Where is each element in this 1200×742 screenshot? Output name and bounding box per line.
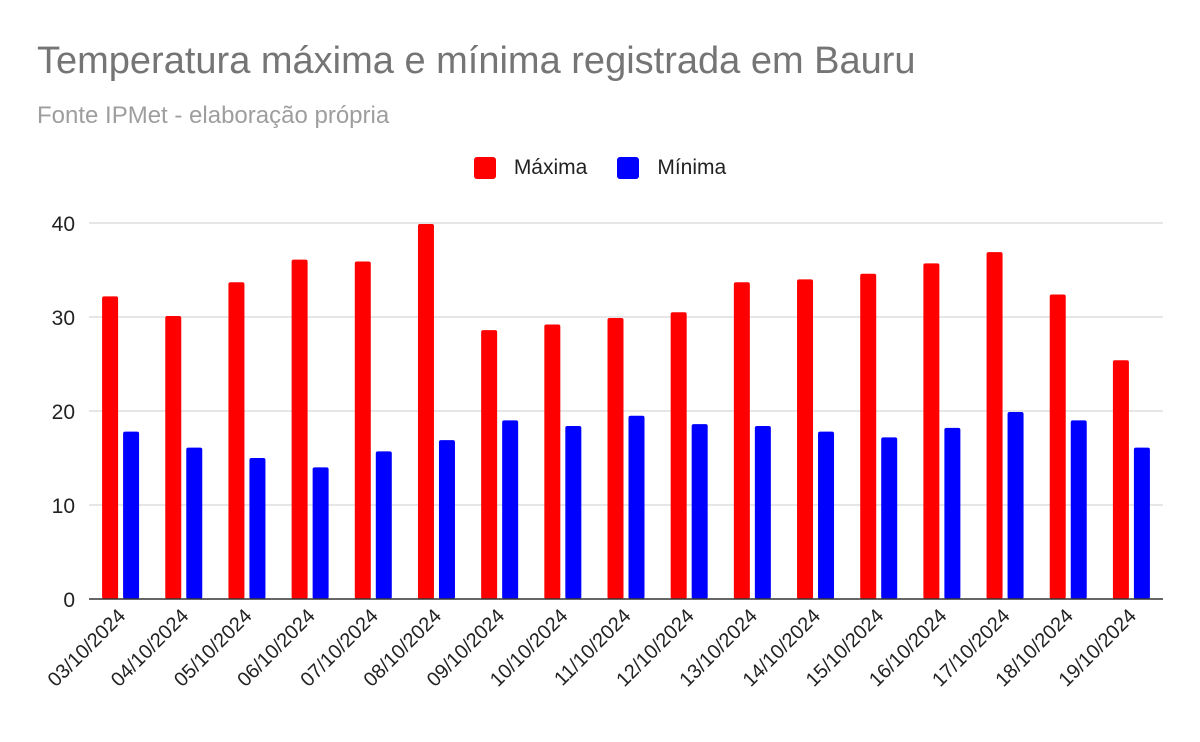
bar-maxima bbox=[607, 317, 624, 599]
bar-maxima bbox=[417, 223, 434, 599]
bar-minima bbox=[944, 427, 961, 599]
legend-label-minima: Mínima bbox=[657, 156, 727, 179]
bar-minima bbox=[502, 420, 519, 599]
bar-maxima bbox=[102, 296, 119, 599]
bar-maxima bbox=[544, 324, 561, 599]
chart-title: Temperatura máxima e mínima registrada e… bbox=[37, 40, 916, 82]
y-tick-label: 0 bbox=[63, 589, 75, 612]
bar-maxima bbox=[923, 263, 940, 599]
bar-minima bbox=[565, 426, 582, 599]
y-tick-label: 40 bbox=[52, 213, 75, 236]
bar-maxima bbox=[860, 273, 877, 599]
bar-maxima bbox=[670, 312, 687, 599]
bar-maxima bbox=[733, 282, 750, 599]
bar-minima bbox=[186, 447, 203, 599]
bar-maxima bbox=[797, 279, 814, 599]
bar-minima bbox=[312, 467, 329, 599]
y-tick-label: 30 bbox=[52, 307, 75, 330]
bar-minima bbox=[375, 451, 392, 599]
bar-maxima bbox=[1049, 294, 1066, 599]
bar-minima bbox=[691, 424, 708, 599]
bar-maxima bbox=[228, 282, 245, 599]
bar-minima bbox=[881, 437, 898, 599]
bar-minima bbox=[1133, 447, 1150, 599]
bar-maxima bbox=[481, 330, 498, 599]
bar-minima bbox=[1007, 411, 1024, 599]
legend-swatch-minima bbox=[617, 157, 640, 179]
y-tick-label: 20 bbox=[52, 401, 75, 424]
bar-maxima bbox=[165, 316, 182, 599]
legend: Máxima Mínima bbox=[0, 156, 1200, 180]
bar-minima bbox=[1070, 420, 1087, 599]
legend-swatch-maxima bbox=[473, 157, 496, 179]
legend-item-maxima: Máxima bbox=[473, 156, 588, 180]
y-tick-label: 10 bbox=[52, 495, 75, 518]
chart-subtitle: Fonte IPMet - elaboração própria bbox=[37, 102, 390, 129]
bar-minima bbox=[754, 426, 771, 599]
bar-maxima bbox=[1112, 360, 1129, 599]
bar-minima bbox=[249, 458, 266, 599]
bar-maxima bbox=[986, 252, 1003, 599]
bar-minima bbox=[628, 415, 645, 599]
bar-minima bbox=[123, 431, 140, 599]
legend-item-minima: Mínima bbox=[617, 156, 726, 180]
legend-label-maxima: Máxima bbox=[513, 156, 588, 179]
bar-maxima bbox=[354, 261, 371, 599]
bar-maxima bbox=[291, 259, 308, 599]
bar-minima bbox=[438, 440, 455, 599]
bar-minima bbox=[818, 431, 835, 599]
